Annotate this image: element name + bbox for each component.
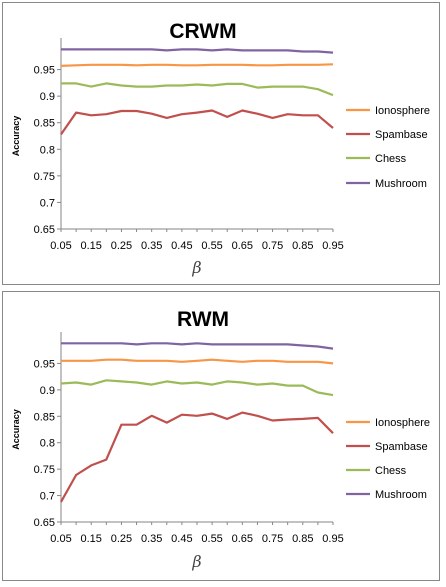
- x-axis-label: β: [191, 552, 201, 571]
- chart-title: RWM: [177, 308, 229, 331]
- x-tick-label: 0.65: [232, 240, 253, 252]
- legend-label-chess: Chess: [375, 153, 407, 165]
- x-tick-label: 0.75: [262, 240, 283, 252]
- chart-rwm: RWM 0.65 0.7 0.75 0.8 0.85 0.9 0.95 0.05 0.15 0.25…: [11, 308, 430, 571]
- x-tick-label: 0.95: [322, 240, 343, 252]
- x-tick-label: 0.65: [232, 533, 253, 545]
- x-tick-label: 0.05: [50, 240, 71, 252]
- y-tick-label: 0.8: [40, 438, 55, 450]
- series-line-spambase: [60, 411, 334, 503]
- series-line-mushroom: [61, 342, 334, 350]
- series-line-spambase: [60, 109, 334, 136]
- y-tick-label: 0.85: [34, 411, 55, 423]
- legend-label-mushroom: Mushroom: [375, 178, 427, 190]
- x-tick-label: 0.55: [201, 533, 222, 545]
- x-tick-label: 0.45: [171, 533, 192, 545]
- x-tick-label: 0.55: [201, 240, 222, 252]
- legend-label-ionosphere: Ionosphere: [375, 105, 430, 117]
- legend-label-mushroom: Mushroom: [375, 489, 427, 501]
- y-tick-label: 0.8: [40, 144, 55, 156]
- y-tick-label: 0.7: [40, 197, 55, 209]
- x-tick-label: 0.25: [111, 533, 132, 545]
- x-tick-label: 0.35: [141, 240, 162, 252]
- x-axis-label: β: [191, 258, 201, 277]
- x-tick-label: 0.75: [262, 533, 283, 545]
- x-tick-label: 0.95: [322, 533, 343, 545]
- x-tick-label: 0.35: [141, 533, 162, 545]
- chart-panel-crwm: CRWM 0.65 0.7 0.75 0.8 0.85 0.9 0.95 0.05 0.15 0.2…: [2, 2, 440, 285]
- y-tick-label: 0.65: [34, 517, 55, 529]
- x-tick-label: 0.45: [171, 240, 192, 252]
- chart-title: CRWM: [169, 20, 236, 43]
- y-tick-label: 0.95: [34, 358, 55, 370]
- y-tick-label: 0.75: [34, 464, 55, 476]
- y-tick-label: 0.75: [34, 171, 55, 183]
- x-tick-label: 0.15: [81, 240, 102, 252]
- x-tick-label: 0.85: [292, 240, 313, 252]
- chart-crwm: CRWM 0.65 0.7 0.75 0.8 0.85 0.9 0.95 0.05 0.15 0.2…: [11, 20, 430, 277]
- y-tick-label: 0.95: [34, 65, 55, 77]
- y-tick-label: 0.85: [34, 118, 55, 130]
- y-axis-label: Accuracy: [11, 116, 21, 157]
- y-axis-label: Accuracy: [11, 409, 21, 450]
- series-line-ionosphere: [60, 63, 334, 67]
- y-tick-label: 0.7: [40, 491, 55, 503]
- series-line-mushroom: [61, 48, 334, 54]
- legend-label-spambase: Spambase: [375, 129, 428, 141]
- y-tick-label: 0.9: [40, 91, 55, 103]
- series-line-chess: [60, 379, 334, 397]
- legend-label-ionosphere: Ionosphere: [375, 417, 430, 429]
- y-tick-label: 0.9: [40, 385, 55, 397]
- legend-label-chess: Chess: [375, 465, 407, 477]
- x-tick-label: 0.85: [292, 533, 313, 545]
- x-tick-label: 0.25: [111, 240, 132, 252]
- x-tick-label: 0.05: [50, 533, 71, 545]
- chart-panel-rwm: RWM 0.65 0.7 0.75 0.8 0.85 0.9 0.95 0.05 0.15 0.25…: [2, 291, 440, 581]
- series-line-ionosphere: [61, 358, 334, 365]
- x-tick-label: 0.15: [81, 533, 102, 545]
- series-line-chess: [61, 82, 334, 97]
- legend-label-spambase: Spambase: [375, 441, 428, 453]
- y-tick-label: 0.65: [34, 224, 55, 236]
